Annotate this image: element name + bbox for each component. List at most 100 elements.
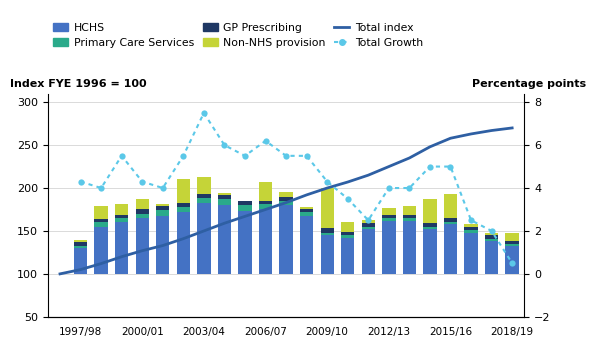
Bar <box>218 195 231 199</box>
Bar <box>444 194 457 218</box>
Bar <box>300 216 313 274</box>
Bar <box>341 238 355 274</box>
Bar <box>505 246 519 274</box>
Bar <box>156 206 169 210</box>
Total Growth <box>180 154 187 158</box>
Text: Index FYE 1996 = 100: Index FYE 1996 = 100 <box>10 79 146 89</box>
Bar <box>259 201 272 204</box>
Total Growth <box>241 154 249 158</box>
Bar <box>280 201 293 205</box>
Bar <box>156 216 169 274</box>
Bar <box>403 221 416 274</box>
Bar <box>115 215 128 218</box>
Total Growth <box>406 186 413 190</box>
Total index <box>385 165 392 169</box>
Bar <box>74 242 87 246</box>
Total index <box>180 237 187 241</box>
Bar <box>362 220 375 223</box>
Bar <box>197 198 210 203</box>
Total index <box>159 243 166 248</box>
Bar <box>94 222 108 227</box>
Total index <box>365 173 372 177</box>
Bar <box>464 224 478 227</box>
Total Growth <box>344 197 351 201</box>
Bar <box>135 218 149 274</box>
Bar <box>115 204 128 215</box>
Bar <box>176 212 190 274</box>
Total index <box>57 272 64 276</box>
Bar <box>135 210 149 214</box>
Total index <box>118 255 125 259</box>
Bar <box>280 205 293 274</box>
Total Growth <box>159 186 166 190</box>
Total Growth <box>324 179 331 184</box>
Bar <box>280 198 293 201</box>
Total index <box>426 145 433 149</box>
Bar <box>444 221 457 224</box>
Bar <box>362 229 375 274</box>
Bar <box>341 221 355 232</box>
Line: Total Growth: Total Growth <box>77 110 516 266</box>
Bar <box>280 192 293 198</box>
Bar <box>300 212 313 216</box>
Bar <box>218 193 231 195</box>
Bar <box>423 229 437 274</box>
Bar <box>176 207 190 212</box>
Bar <box>505 244 519 246</box>
Bar <box>259 209 272 274</box>
Bar <box>382 215 396 218</box>
Bar <box>444 224 457 274</box>
Bar <box>423 223 437 227</box>
Total index <box>324 186 331 190</box>
Bar <box>74 248 87 274</box>
Total index <box>344 180 351 184</box>
Bar <box>218 199 231 205</box>
Bar <box>135 199 149 210</box>
Bar <box>382 221 396 274</box>
Bar <box>341 232 355 235</box>
Total Growth <box>365 218 372 222</box>
Bar <box>94 206 108 219</box>
Total Growth <box>283 154 290 158</box>
Bar <box>259 182 272 201</box>
Total Growth <box>139 179 146 184</box>
Bar <box>403 218 416 221</box>
Bar <box>341 235 355 238</box>
Bar <box>115 222 128 274</box>
Bar <box>362 223 375 227</box>
Bar <box>403 206 416 215</box>
Bar <box>238 201 252 205</box>
Total index <box>283 201 290 205</box>
Total Growth <box>200 111 207 115</box>
Bar <box>197 203 210 274</box>
Bar <box>321 233 334 235</box>
Bar <box>259 204 272 209</box>
Bar <box>74 246 87 248</box>
Total Growth <box>385 186 392 190</box>
Total Growth <box>303 154 310 158</box>
Bar <box>485 233 498 235</box>
Total Growth <box>118 154 125 158</box>
Bar <box>464 227 478 230</box>
Total index <box>221 221 228 225</box>
Bar <box>94 219 108 222</box>
Total index <box>467 132 474 136</box>
Bar <box>156 210 169 216</box>
Bar <box>403 215 416 218</box>
Total index <box>241 214 249 219</box>
Bar <box>505 241 519 244</box>
Total Growth <box>488 229 495 233</box>
Bar <box>197 194 210 198</box>
Bar <box>321 235 334 274</box>
Bar <box>464 230 478 233</box>
Total Growth <box>262 139 269 143</box>
Bar <box>505 233 519 241</box>
Bar <box>485 235 498 239</box>
Legend: HCHS, Primary Care Services, GP Prescribing, Non-NHS provision, Total index, Tot: HCHS, Primary Care Services, GP Prescrib… <box>53 23 423 48</box>
Total index <box>139 248 146 253</box>
Bar <box>238 205 252 211</box>
Bar <box>300 209 313 212</box>
Bar <box>423 199 437 223</box>
Total index <box>303 193 310 197</box>
Total Growth <box>467 218 474 222</box>
